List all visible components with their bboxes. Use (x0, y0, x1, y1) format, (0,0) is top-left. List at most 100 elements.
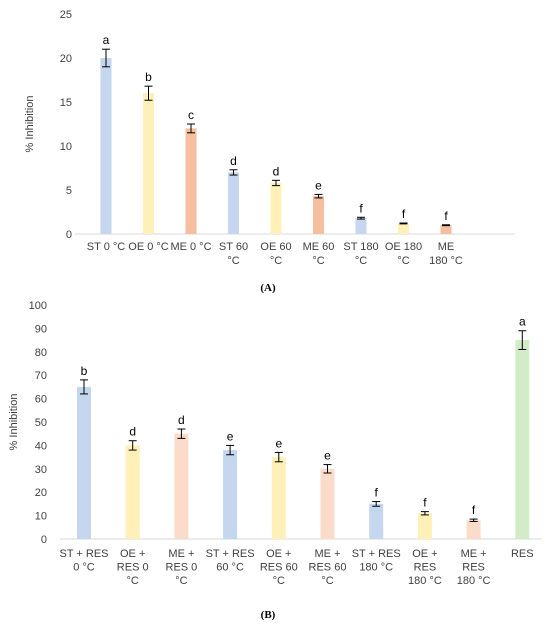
y-tick-label: 90 (35, 323, 47, 335)
significance-letter: d (178, 413, 185, 427)
bar (440, 225, 452, 234)
bar (515, 340, 530, 539)
significance-letter: d (230, 154, 237, 168)
y-axis-label: % Inhibition (8, 394, 20, 451)
bar (271, 457, 286, 539)
y-tick-label: 20 (35, 487, 47, 499)
x-tick-label-line: OE 60 (260, 241, 291, 253)
y-tick-label: 10 (60, 141, 72, 153)
y-tick-label: 15 (60, 97, 72, 109)
bar (77, 386, 91, 539)
x-tick-label: RES (511, 548, 534, 560)
x-tick-label-line: °C (127, 575, 139, 587)
x-tick-label-line: 180 °C (429, 255, 463, 267)
x-tick-label: ST 180 °C (343, 241, 378, 267)
x-tick-label: ME 60 °C (303, 241, 335, 267)
bar (313, 196, 324, 234)
bar (125, 445, 140, 539)
x-tick-label-line: °C (321, 575, 333, 587)
x-tick-label-line: ME + (315, 548, 341, 560)
x-tick-label: OE 0 °C (128, 241, 169, 253)
bar (100, 58, 112, 234)
x-tick-label-line: ME 60 (303, 241, 335, 253)
x-tick-label-line: °C (312, 255, 324, 267)
significance-letter: f (402, 207, 406, 221)
significance-letter: a (519, 315, 526, 329)
bar (143, 93, 154, 234)
significance-letter: b (145, 70, 152, 84)
x-tick-label: ST + RES 0 °C (59, 548, 108, 574)
x-tick-label-line: ST 0 °C (87, 241, 125, 253)
x-tick-label: ME + RES 0 °C (166, 548, 198, 587)
bar (466, 520, 481, 539)
x-tick-label-line: 180 °C (408, 575, 442, 587)
x-tick-label-line: OE + (266, 548, 291, 560)
significance-letter: f (472, 503, 476, 517)
x-tick-label-line: °C (270, 255, 282, 267)
significance-letter: f (375, 486, 379, 500)
x-tick-label: OE 60 °C (260, 241, 291, 267)
x-tick-label-line: RES (462, 562, 485, 574)
y-tick-label: 10 (35, 511, 47, 523)
y-tick-label: 20 (60, 53, 72, 65)
bar (369, 503, 384, 539)
x-tick-label-line: RES (511, 548, 534, 560)
bar (185, 128, 197, 234)
x-tick-label-line: ST + RES (352, 548, 401, 560)
significance-letter: d (129, 425, 136, 439)
x-tick-label-line: OE 180 (385, 241, 422, 253)
x-tick-label-line: RES 60 (309, 562, 347, 574)
x-tick-label-line: OE 0 °C (128, 241, 169, 253)
x-tick-label: ST + RES 60 °C (206, 548, 255, 574)
y-tick-label: 0 (41, 534, 47, 546)
x-tick-label-line: ME + (461, 548, 487, 560)
bar (174, 433, 189, 539)
x-tick-label-line: °C (273, 575, 285, 587)
y-tick-label: 5 (66, 185, 72, 197)
significance-letter: f (423, 496, 427, 510)
x-tick-label: OE + RES 180 °C (408, 548, 442, 587)
x-tick-label-line: RES (414, 562, 437, 574)
y-tick-label: 30 (35, 464, 47, 476)
x-tick-label-line: OE + (120, 548, 145, 560)
significance-letter: f (359, 201, 363, 215)
bar (223, 450, 238, 539)
x-tick-label-line: ME + (168, 548, 194, 560)
significance-letter: f (444, 209, 448, 223)
significance-letter: e (227, 429, 234, 443)
bar (228, 172, 239, 234)
x-tick-label: OE 180 °C (385, 241, 422, 267)
significance-letter: e (324, 449, 331, 463)
y-tick-label: 50 (35, 417, 47, 429)
x-tick-label: ST 60 °C (219, 241, 248, 267)
bar (417, 513, 432, 539)
x-tick-label-line: ME (438, 241, 455, 253)
x-tick-label-line: ST + RES (59, 548, 108, 560)
x-tick-label: ME 0 °C (170, 241, 211, 253)
x-tick-label-line: ME 0 °C (170, 241, 211, 253)
x-tick-label-line: 0 °C (73, 562, 95, 574)
bar (270, 182, 282, 234)
x-tick-label-line: RES 0 (117, 562, 149, 574)
x-tick-label-line: 180 °C (457, 575, 491, 587)
x-tick-label-line: OE + (412, 548, 437, 560)
bar (320, 468, 335, 539)
panel-label: (B) (261, 609, 276, 621)
y-tick-label: 40 (35, 440, 47, 452)
significance-letter: e (315, 178, 322, 192)
x-tick-label-line: 180 °C (359, 562, 393, 574)
significance-letter: c (188, 108, 194, 122)
chart-panel-0: 0 5 10 15 20 25 % Inhibition a ST 0 °C b OE 0 °C c M… (24, 9, 515, 294)
x-tick-label: ST + RES 180 °C (352, 548, 401, 574)
x-tick-label-line: °C (227, 255, 239, 267)
x-tick-label-line: °C (355, 255, 367, 267)
y-tick-label: 100 (29, 300, 47, 312)
significance-letter: a (103, 33, 110, 47)
x-tick-label-line: ST 180 (343, 241, 378, 253)
x-tick-label: ST 0 °C (87, 241, 125, 253)
significance-letter: e (275, 436, 282, 450)
x-tick-label: ME + RES 180 °C (457, 548, 491, 587)
panel-label: (A) (260, 282, 276, 294)
